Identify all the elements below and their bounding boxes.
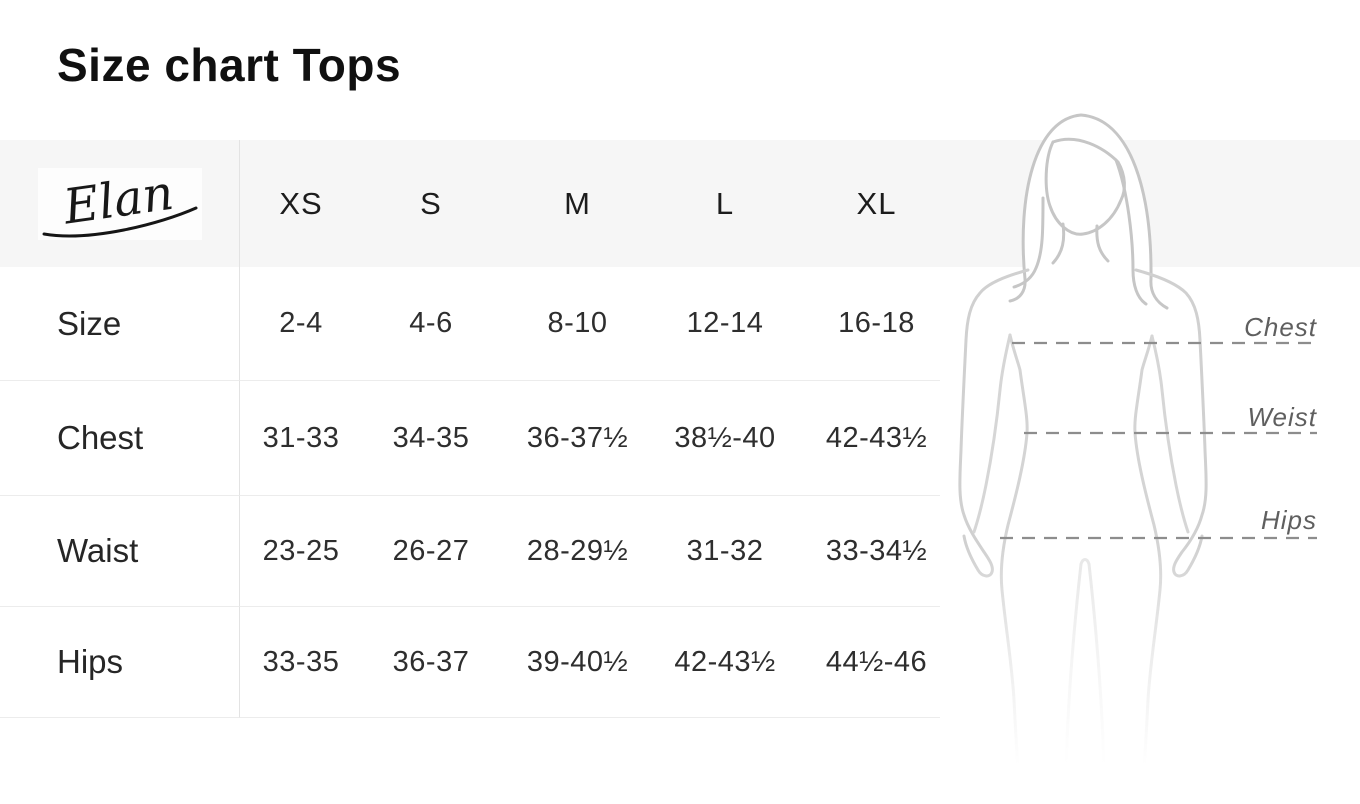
- hips-xl: 44½-46: [795, 607, 940, 718]
- head-fill: [1012, 114, 1168, 320]
- waist-measurement-label: Weist: [1247, 402, 1317, 432]
- left-arm-outline: [958, 268, 1030, 578]
- brand-logo-cell: Elan: [0, 140, 240, 267]
- size-l: 12-14: [655, 267, 795, 381]
- column-header-s: S: [420, 185, 442, 221]
- waist-xs: 23-25: [240, 496, 362, 607]
- waist-s: 26-27: [362, 496, 500, 607]
- hips-s: 36-37: [362, 607, 500, 718]
- chest-measurement-label: Chest: [1244, 312, 1317, 342]
- page-title: Size chart Tops: [57, 39, 402, 91]
- chest-s: 34-35: [362, 381, 500, 496]
- hips-m: 39-40½: [500, 607, 655, 718]
- neck-left: [1051, 222, 1066, 265]
- column-header-m: M: [564, 185, 591, 221]
- row-label-chest: Chest: [0, 381, 240, 496]
- chest-l: 38½-40: [655, 381, 795, 496]
- column-header-l: L: [715, 185, 735, 221]
- waist-xl: 33-34½: [795, 496, 940, 607]
- hips-measurement-label: Hips: [1260, 505, 1317, 535]
- logo-underline-flourish: [42, 206, 197, 237]
- neck-right: [1095, 224, 1110, 263]
- row-label-waist: Waist: [0, 496, 240, 607]
- chest-m: 36-37½: [500, 381, 655, 496]
- hair-inner-left: [1012, 196, 1045, 289]
- face-outline: [1044, 137, 1126, 236]
- size-table: Elan XS S M L XL Size 2-4 4-6 8-10 12-14…: [0, 140, 940, 718]
- size-xs: 2-4: [240, 267, 362, 381]
- left-arm-inner-edge: [972, 333, 1012, 534]
- waist-l: 31-32: [655, 496, 795, 607]
- waist-m: 28-29½: [500, 496, 655, 607]
- size-xl: 16-18: [795, 267, 940, 381]
- chest-xs: 31-33: [240, 381, 362, 496]
- size-m: 8-10: [500, 267, 655, 381]
- hair-outline: [1008, 113, 1169, 310]
- logo-backdrop: [37, 167, 202, 240]
- body-measurement-figure: Chest Weist Hips: [940, 100, 1360, 804]
- woman-silhouette-icon: [958, 113, 1317, 804]
- inner-leg-right: [1066, 558, 1107, 804]
- hips-xs: 33-35: [240, 607, 362, 718]
- right-arm-inner-edge: [1150, 334, 1190, 534]
- row-label-size: Size: [0, 267, 240, 381]
- inner-leg-left: [1063, 718, 1070, 804]
- size-s: 4-6: [362, 267, 500, 381]
- torso-left-outline: [999, 333, 1029, 802]
- row-label-hips: Hips: [0, 607, 240, 718]
- hips-l: 42-43½: [655, 607, 795, 718]
- column-header-xl: XL: [856, 185, 897, 221]
- brand-logo: Elan: [37, 164, 202, 240]
- chest-xl: 42-43½: [795, 381, 940, 496]
- torso-right-outline: [1133, 334, 1163, 802]
- column-header-xs: XS: [279, 185, 323, 221]
